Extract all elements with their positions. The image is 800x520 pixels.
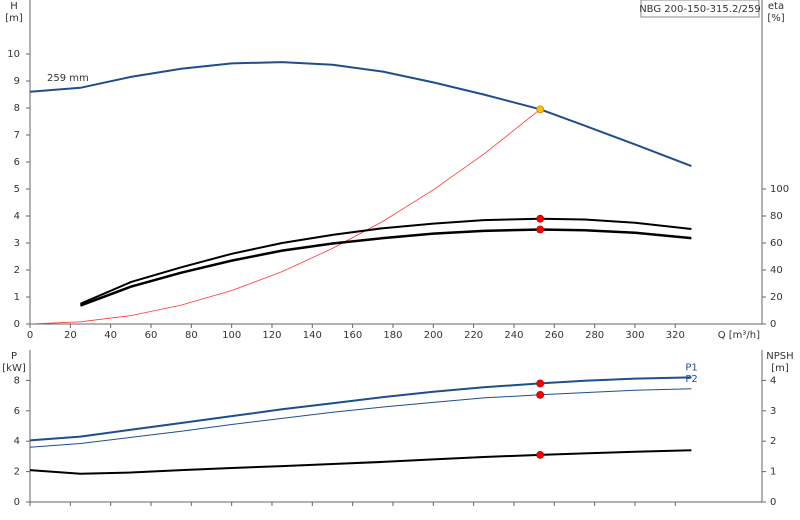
series-line (29, 388, 692, 448)
x-tick-label: 220 (464, 330, 483, 341)
y-axis-unit: [kW] (2, 363, 26, 374)
y-tick-label: 8 (14, 375, 20, 386)
y2-tick-label: 20 (770, 292, 783, 303)
y-axis-unit: [m] (5, 13, 23, 24)
y2-axis-unit: [m] (771, 363, 789, 374)
y-tick-label: 10 (7, 49, 20, 60)
y-tick-label: 3 (14, 238, 20, 249)
x-tick-label: 200 (424, 330, 443, 341)
x-tick-label: 320 (666, 330, 685, 341)
y2-tick-label: 2 (770, 436, 776, 447)
x-tick-label: 20 (64, 330, 77, 341)
y-tick-label: 5 (14, 184, 20, 195)
title-box (640, 0, 760, 18)
operating-point (536, 225, 545, 234)
y2-tick-label: 60 (770, 238, 783, 249)
x-tick-label: 40 (104, 330, 117, 341)
y-tick-label: 0 (14, 497, 20, 508)
series-line (29, 376, 692, 442)
operating-point (536, 450, 545, 459)
series-line (79, 228, 692, 307)
y2-axis-label: eta (768, 1, 784, 12)
y2-tick-label: 4 (770, 375, 776, 386)
operating-point (536, 105, 545, 114)
y2-tick-label: 80 (770, 211, 783, 222)
y-axis-label: P (11, 351, 17, 362)
y-tick-label: 1 (14, 292, 20, 303)
y2-tick-label: 1 (770, 467, 776, 478)
y2-tick-label: 3 (770, 406, 776, 417)
operating-point (536, 379, 545, 388)
operating-point (536, 214, 545, 223)
annotation: 259 mm (47, 73, 89, 84)
y-tick-label: 6 (14, 157, 20, 168)
x-tick-label: 240 (504, 330, 523, 341)
y2-axis-unit: [%] (767, 13, 784, 24)
series-line (80, 217, 692, 305)
x-tick-label: 280 (585, 330, 604, 341)
x-tick-label: 180 (383, 330, 402, 341)
x-tick-label: 120 (262, 330, 281, 341)
y-tick-label: 6 (14, 406, 20, 417)
series-line (29, 61, 692, 168)
x-axis-label: Q [m³/h] (718, 330, 760, 341)
y-tick-label: 7 (14, 130, 20, 141)
series-label: P1 (685, 362, 697, 373)
operating-point (536, 390, 545, 399)
y2-tick-label: 0 (770, 497, 776, 508)
series-line (29, 108, 541, 325)
y-tick-label: 0 (14, 319, 20, 330)
x-tick-label: 80 (185, 330, 198, 341)
y2-tick-label: 100 (770, 184, 789, 195)
y-tick-label: 8 (14, 103, 20, 114)
chart-title: NBG 200-150-315.2/259 (639, 4, 761, 15)
x-tick-label: 260 (545, 330, 564, 341)
y2-tick-label: 0 (770, 319, 776, 330)
y2-axis-label: NPSH (766, 351, 793, 362)
series-line (29, 449, 692, 475)
y-tick-label: 4 (14, 436, 20, 447)
x-tick-label: 300 (625, 330, 644, 341)
y-tick-label: 2 (14, 265, 20, 276)
x-tick-label: 160 (343, 330, 362, 341)
y-tick-label: 2 (14, 467, 20, 478)
x-tick-label: 60 (145, 330, 158, 341)
y2-tick-label: 40 (770, 265, 783, 276)
x-tick-label: 140 (303, 330, 322, 341)
x-tick-label: 0 (27, 330, 33, 341)
x-tick-label: 100 (222, 330, 241, 341)
y-tick-label: 9 (14, 76, 20, 87)
series-label: P2 (685, 374, 697, 385)
y-tick-label: 4 (14, 211, 20, 222)
y-axis-label: H (10, 1, 18, 12)
